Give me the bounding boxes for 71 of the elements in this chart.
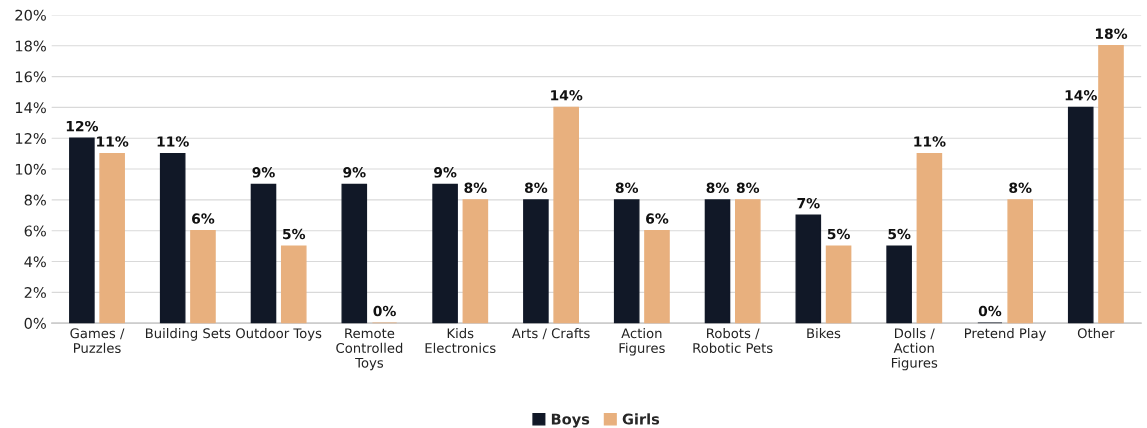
data-label: 0% <box>978 305 1002 317</box>
data-label: 6% <box>192 213 215 224</box>
y-tick-label: 6% <box>24 225 46 237</box>
bar <box>916 152 943 324</box>
data-label: 14% <box>1065 90 1097 101</box>
x-tick-label: Kids Electronics <box>425 328 496 353</box>
data-label: 0% <box>373 305 396 317</box>
data-label: 8% <box>1009 182 1032 194</box>
x-tick-label: Arts / Crafts <box>511 328 590 340</box>
bar <box>190 229 216 324</box>
data-label: 5% <box>827 228 850 240</box>
bar <box>704 199 731 324</box>
x-tick-label: Dolls / Action Figures <box>891 328 938 371</box>
bar <box>250 183 277 324</box>
data-label: 7% <box>797 197 820 209</box>
bar <box>280 245 307 324</box>
y-tick-label: 0% <box>24 317 46 329</box>
x-tick-label: Games / Puzzles <box>70 328 125 353</box>
bar <box>99 152 125 324</box>
legend-label: Boys <box>551 413 590 428</box>
bar <box>159 152 186 324</box>
bar <box>1098 45 1124 324</box>
y-tick-label: 14% <box>15 102 46 114</box>
data-label: 8% <box>615 182 639 194</box>
x-tick-label: Bikes <box>807 328 841 339</box>
data-label: 12% <box>66 120 99 132</box>
bar <box>553 106 579 324</box>
bar <box>462 199 489 324</box>
x-tick-label: Pretend Play <box>965 328 1047 341</box>
data-label: 9% <box>343 167 366 178</box>
bar <box>523 199 549 324</box>
data-label: 8% <box>736 182 760 194</box>
x-tick-label: Remote Controlled Toys <box>336 328 403 371</box>
y-tick-label: 2% <box>24 287 46 299</box>
data-label: 6% <box>646 213 669 224</box>
y-tick-label: 20% <box>15 9 46 21</box>
x-tick-label: Other <box>1077 328 1115 339</box>
y-tick-label: 16% <box>15 71 46 83</box>
legend-label: Girls <box>622 413 660 425</box>
data-label: 11% <box>157 136 189 147</box>
data-label: 11% <box>914 136 946 147</box>
y-tick-label: 10% <box>15 163 46 175</box>
bar <box>734 199 761 324</box>
bar <box>69 137 95 324</box>
data-label: 5% <box>888 228 911 240</box>
x-tick-label: Outdoor Toys <box>236 328 322 341</box>
data-label: 14% <box>551 90 583 101</box>
data-label: 8% <box>706 182 729 194</box>
y-tick-label: 4% <box>24 256 46 268</box>
bar <box>825 245 852 324</box>
bar <box>1067 106 1094 324</box>
data-label: 9% <box>252 167 275 178</box>
bar <box>341 183 368 324</box>
data-label: 5% <box>283 228 306 240</box>
data-label: 8% <box>464 182 487 194</box>
bar <box>795 214 822 324</box>
bar <box>886 245 912 324</box>
x-tick-label: Robots / Robotic Pets <box>693 328 773 353</box>
data-label: 9% <box>434 167 457 178</box>
bar <box>1007 199 1033 324</box>
x-tick-label: Action Figures <box>619 328 665 356</box>
bar <box>432 183 458 324</box>
data-label: 18% <box>1095 28 1128 39</box>
bar <box>613 199 640 324</box>
y-tick-label: 18% <box>15 40 46 52</box>
bar <box>644 229 670 324</box>
y-tick-label: 8% <box>24 194 46 206</box>
x-tick-label: Building Sets <box>145 328 231 341</box>
data-label: 8% <box>524 182 548 194</box>
y-tick-label: 12% <box>15 132 46 144</box>
data-label: 11% <box>97 136 129 147</box>
